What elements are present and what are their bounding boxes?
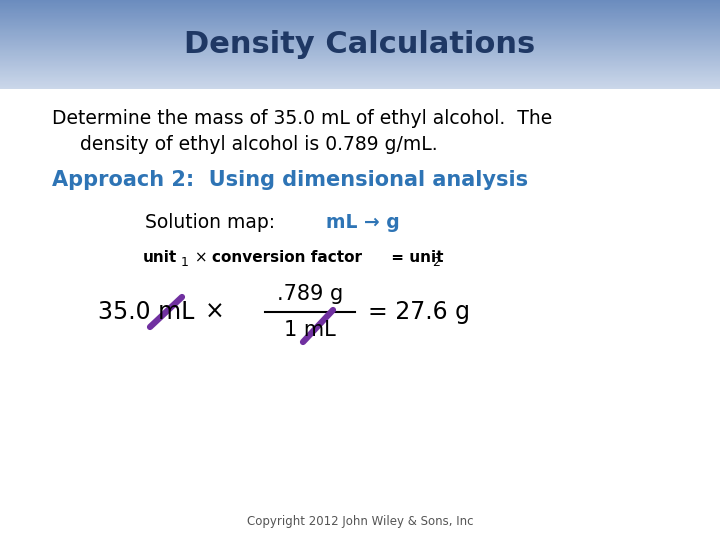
Polygon shape: [0, 30, 720, 31]
Polygon shape: [0, 51, 720, 52]
Polygon shape: [0, 71, 720, 72]
Polygon shape: [0, 35, 720, 36]
Polygon shape: [0, 89, 720, 540]
Polygon shape: [0, 73, 720, 75]
Polygon shape: [0, 72, 720, 73]
Polygon shape: [0, 79, 720, 80]
Polygon shape: [0, 59, 720, 60]
Polygon shape: [0, 17, 720, 18]
Polygon shape: [0, 64, 720, 65]
Text: unit: unit: [143, 249, 177, 265]
Text: .789 g: .789 g: [277, 284, 343, 304]
Polygon shape: [0, 78, 720, 79]
Polygon shape: [0, 2, 720, 3]
Polygon shape: [0, 83, 720, 84]
Polygon shape: [0, 33, 720, 35]
Polygon shape: [0, 14, 720, 15]
Polygon shape: [0, 82, 720, 83]
Polygon shape: [0, 62, 720, 64]
Polygon shape: [0, 4, 720, 5]
Polygon shape: [0, 22, 720, 23]
Polygon shape: [0, 43, 720, 45]
Text: 1: 1: [181, 256, 189, 269]
Polygon shape: [0, 61, 720, 62]
Polygon shape: [0, 8, 720, 9]
Polygon shape: [0, 52, 720, 53]
Polygon shape: [0, 77, 720, 78]
Polygon shape: [0, 48, 720, 49]
Polygon shape: [0, 12, 720, 14]
Polygon shape: [0, 21, 720, 22]
Text: conversion factor: conversion factor: [212, 249, 362, 265]
Polygon shape: [0, 6, 720, 8]
Polygon shape: [0, 29, 720, 30]
Text: ×: ×: [190, 249, 212, 265]
Polygon shape: [0, 3, 720, 4]
Polygon shape: [0, 28, 720, 29]
Polygon shape: [0, 9, 720, 10]
Polygon shape: [0, 86, 720, 87]
Polygon shape: [0, 20, 720, 21]
Text: 1 mL: 1 mL: [284, 320, 336, 340]
Polygon shape: [0, 76, 720, 77]
Polygon shape: [0, 25, 720, 26]
Polygon shape: [0, 24, 720, 25]
Polygon shape: [0, 56, 720, 57]
Polygon shape: [0, 69, 720, 70]
Polygon shape: [0, 32, 720, 33]
Text: Approach 2:  Using dimensional analysis: Approach 2: Using dimensional analysis: [52, 170, 528, 190]
Polygon shape: [0, 5, 720, 6]
Polygon shape: [0, 87, 720, 88]
Text: = unit: = unit: [386, 249, 444, 265]
Polygon shape: [0, 38, 720, 39]
Polygon shape: [0, 84, 720, 85]
Text: = 27.6 g: = 27.6 g: [368, 300, 470, 324]
Polygon shape: [0, 37, 720, 38]
Polygon shape: [0, 75, 720, 76]
Text: mL → g: mL → g: [326, 213, 400, 232]
Polygon shape: [0, 11, 720, 12]
Polygon shape: [0, 49, 720, 50]
Polygon shape: [0, 53, 720, 55]
Polygon shape: [0, 67, 720, 68]
Polygon shape: [0, 50, 720, 51]
Polygon shape: [0, 26, 720, 28]
Polygon shape: [0, 36, 720, 37]
Polygon shape: [0, 15, 720, 16]
Polygon shape: [0, 40, 720, 41]
Polygon shape: [0, 58, 720, 59]
Polygon shape: [0, 1, 720, 2]
Polygon shape: [0, 18, 720, 19]
Text: Solution map:: Solution map:: [145, 213, 287, 232]
Text: ×: ×: [205, 300, 225, 324]
Text: Determine the mass of 35.0 mL of ethyl alcohol.  The: Determine the mass of 35.0 mL of ethyl a…: [52, 109, 552, 127]
Text: 2: 2: [432, 256, 440, 269]
Polygon shape: [0, 60, 720, 61]
Text: Copyright 2012 John Wiley & Sons, Inc: Copyright 2012 John Wiley & Sons, Inc: [247, 516, 473, 529]
Polygon shape: [0, 39, 720, 40]
Polygon shape: [0, 68, 720, 69]
Polygon shape: [0, 80, 720, 82]
Polygon shape: [0, 66, 720, 67]
Polygon shape: [0, 47, 720, 48]
Polygon shape: [0, 57, 720, 58]
Polygon shape: [0, 65, 720, 66]
Polygon shape: [0, 10, 720, 11]
Text: density of ethyl alcohol is 0.789 g/mL.: density of ethyl alcohol is 0.789 g/mL.: [80, 134, 438, 153]
Polygon shape: [0, 45, 720, 46]
Polygon shape: [0, 85, 720, 86]
Polygon shape: [0, 0, 720, 1]
Polygon shape: [0, 88, 720, 89]
Polygon shape: [0, 70, 720, 71]
Polygon shape: [0, 42, 720, 43]
Polygon shape: [0, 31, 720, 32]
Polygon shape: [0, 19, 720, 20]
Polygon shape: [0, 16, 720, 17]
Polygon shape: [0, 55, 720, 56]
Polygon shape: [0, 41, 720, 42]
Text: 35.0 mL: 35.0 mL: [98, 300, 194, 324]
Polygon shape: [0, 46, 720, 47]
Text: Density Calculations: Density Calculations: [184, 30, 536, 59]
Polygon shape: [0, 23, 720, 24]
